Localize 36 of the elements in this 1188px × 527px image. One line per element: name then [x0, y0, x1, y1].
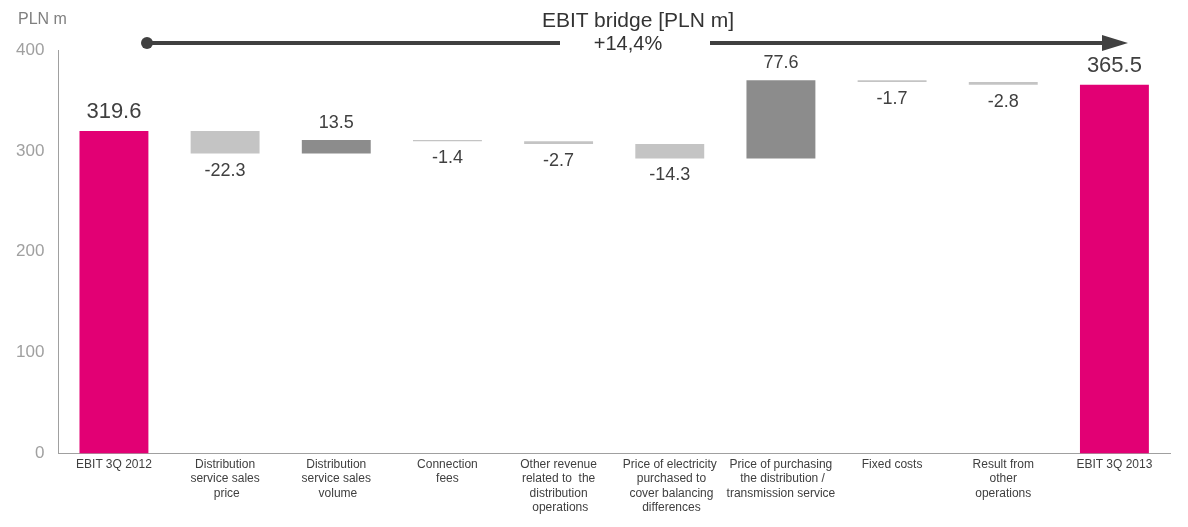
- x-tick-label: Connection fees: [417, 456, 478, 486]
- data-label: 13.5: [318, 111, 354, 132]
- x-tick-label: EBIT 3Q 2012: [76, 456, 153, 471]
- bar: [968, 81, 1038, 85]
- bar: [524, 141, 594, 145]
- y-tick-label: 100: [15, 342, 45, 362]
- x-tick-label: EBIT 3Q 2013: [1076, 456, 1153, 471]
- x-tick-label: Other revenue related to the distribution operations: [520, 456, 598, 515]
- data-label: 77.6: [763, 52, 799, 73]
- y-tick-label: 400: [15, 39, 45, 59]
- y-tick-label: 300: [15, 140, 45, 160]
- data-label: -22.3: [204, 159, 246, 180]
- data-label: 319.6: [86, 98, 142, 124]
- x-tick-label: Distribution service sales price: [190, 456, 260, 500]
- bar: [1079, 84, 1149, 454]
- bar: [301, 139, 371, 154]
- data-label: -2.7: [543, 150, 575, 171]
- x-tick-label: Result from other operations: [972, 456, 1034, 500]
- x-tick-label: Price of electricity purchased to cover balancing differences: [622, 456, 717, 515]
- data-label: -1.7: [876, 87, 908, 108]
- chart-title: EBIT bridge [PLN m]: [540, 8, 736, 32]
- data-label: -2.8: [987, 90, 1019, 111]
- annotation: +14,4%: [592, 32, 664, 55]
- y-axis-title: PLN m: [18, 10, 67, 28]
- x-tick-label: Distribution service sales volume: [301, 456, 371, 500]
- data-label: 365.5: [1086, 51, 1142, 77]
- data-label: -14.3: [649, 164, 691, 185]
- x-tick-label: Price of purchasing the distribution / transmission service: [726, 456, 836, 500]
- data-label: -1.4: [431, 147, 463, 168]
- y-tick-label: 0: [34, 443, 45, 463]
- y-tick-label: 200: [15, 241, 45, 261]
- bar: [746, 80, 816, 159]
- bar: [79, 131, 149, 454]
- bar: [190, 131, 260, 154]
- bar: [635, 144, 705, 159]
- x-tick-label: Fixed costs: [861, 456, 923, 471]
